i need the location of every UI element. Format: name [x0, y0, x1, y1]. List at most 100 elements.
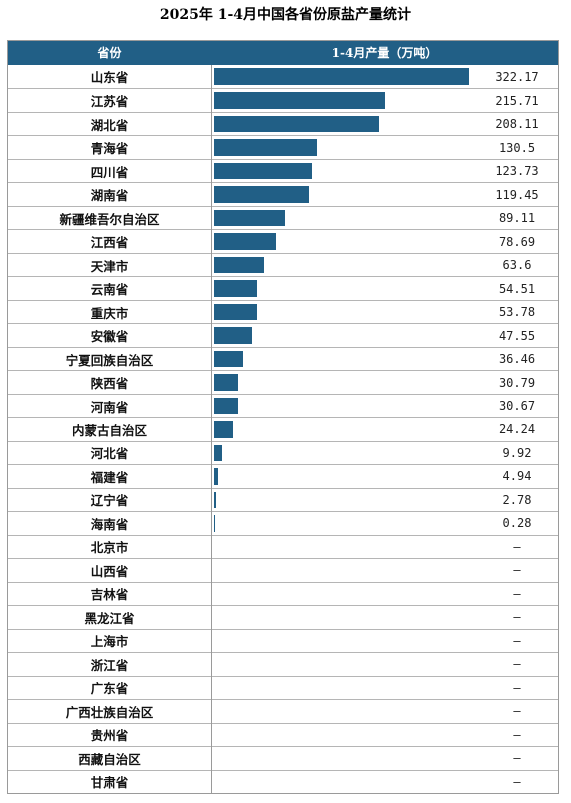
value-label: 63.6: [502, 258, 532, 273]
province-label: 四川省: [90, 164, 129, 180]
value-label: 130.5: [498, 140, 536, 155]
province-label: 河南省: [90, 399, 129, 415]
value-label: 208.11: [495, 117, 539, 132]
value-label: 47.55: [498, 328, 536, 343]
table-row: 河南省 30.67: [8, 393, 558, 417]
table-row: 湖南省 119.45: [8, 182, 558, 205]
table-row: 辽宁省 2.78: [8, 487, 558, 511]
province-label: 河北省: [90, 446, 129, 462]
province-label: 湖南省: [90, 188, 129, 204]
value-label: 36.46: [498, 352, 536, 367]
bar: [214, 186, 309, 203]
table-row: 湖北省 208.11: [8, 111, 558, 135]
bar: [214, 280, 258, 297]
value-label: 0.28: [502, 516, 532, 531]
value-label: –: [513, 704, 521, 719]
value-label: –: [513, 586, 521, 601]
value-label: 30.79: [498, 375, 536, 390]
bar: [214, 256, 265, 274]
province-label: 陕西省: [90, 376, 129, 392]
table-row: 江西省 78.69: [8, 229, 558, 252]
column-divider: [211, 65, 212, 793]
value-label: –: [513, 563, 521, 578]
bar: [214, 92, 385, 109]
value-label: 322.17: [495, 69, 539, 84]
chart-title: 2025年 1-4月中国各省份原盐产量统计: [159, 7, 412, 23]
province-label: 江苏省: [90, 94, 129, 110]
province-label: 福建省: [90, 469, 129, 485]
value-label: –: [513, 680, 521, 695]
value-label: –: [513, 657, 521, 672]
bar: [214, 515, 215, 532]
province-label: 贵州省: [90, 728, 129, 744]
value-label: 215.71: [495, 93, 539, 108]
bar: [214, 397, 239, 415]
province-label: 湖北省: [90, 117, 129, 133]
table-row: 重庆市 53.78: [8, 299, 558, 323]
value-label: –: [513, 539, 521, 554]
value-label: 78.69: [498, 234, 536, 249]
bar: [214, 421, 234, 438]
province-label: 山西省: [90, 563, 129, 579]
table-row: 山西省 –: [8, 558, 558, 581]
table-row: 甘肃省 –: [8, 769, 558, 793]
bar: [214, 162, 312, 180]
province-label: 广西壮族自治区: [65, 704, 154, 720]
bar: [214, 374, 239, 391]
value-label: –: [513, 774, 521, 789]
table-row: 广东省 –: [8, 675, 558, 699]
province-label: 山东省: [90, 70, 129, 86]
province-label: 辽宁省: [90, 493, 129, 509]
province-label: 广东省: [90, 681, 129, 697]
bar: [214, 444, 222, 462]
bar: [214, 491, 217, 509]
bar: [214, 468, 218, 485]
table-row: 新疆维吾尔自治区 89.11: [8, 205, 558, 229]
table-row: 西藏自治区 –: [8, 746, 558, 769]
table-row: 青海省 130.5: [8, 135, 558, 158]
table-row: 广西壮族自治区 –: [8, 699, 558, 722]
province-label: 北京市: [90, 540, 129, 556]
province-label: 宁夏回族自治区: [65, 352, 154, 368]
header-value: 1-4月产量（万吨）: [331, 46, 438, 60]
province-label: 青海省: [90, 141, 129, 157]
province-label: 天津市: [90, 258, 129, 274]
value-label: 30.67: [498, 399, 536, 413]
table-row: 北京市 –: [8, 534, 558, 558]
province-label: 吉林省: [90, 587, 129, 603]
value-label: 89.11: [498, 211, 536, 226]
table-row: 内蒙古自治区 24.24: [8, 417, 558, 440]
value-label: 54.51: [498, 281, 536, 296]
bar: [214, 350, 243, 368]
table-row: 吉林省 –: [8, 581, 558, 605]
province-label: 上海市: [90, 634, 129, 650]
province-label: 黑龙江省: [84, 610, 135, 626]
table-row: 浙江省 –: [8, 652, 558, 675]
province-label: 安徽省: [90, 329, 129, 345]
table-row: 福建省 4.94: [8, 464, 558, 487]
table-row: 江苏省 215.71: [8, 88, 558, 111]
province-label: 江西省: [90, 235, 129, 251]
table-row: 天津市 63.6: [8, 252, 558, 276]
table-row: 山东省 322.17: [8, 65, 558, 88]
bar: [214, 233, 277, 250]
table-row: 宁夏回族自治区 36.46: [8, 346, 558, 370]
bar: [214, 139, 318, 156]
value-label: 53.78: [498, 305, 536, 320]
value-label: 9.92: [502, 445, 532, 460]
value-label: 24.24: [498, 422, 536, 437]
value-label: 123.73: [495, 164, 539, 179]
bar: [214, 68, 469, 86]
value-label: 119.45: [495, 187, 539, 202]
province-label: 浙江省: [90, 657, 129, 673]
bar: [214, 303, 257, 321]
table-row: 上海市 –: [8, 628, 558, 652]
table-row: 贵州省 –: [8, 722, 558, 746]
bar: [214, 115, 379, 133]
bar: [214, 209, 285, 227]
province-label: 海南省: [90, 516, 129, 532]
header-province: 省份: [97, 46, 122, 60]
province-label: 云南省: [90, 282, 129, 298]
table-header: 省份 1-4月产量（万吨）: [8, 41, 558, 65]
table-row: 河北省 9.92: [8, 440, 558, 464]
